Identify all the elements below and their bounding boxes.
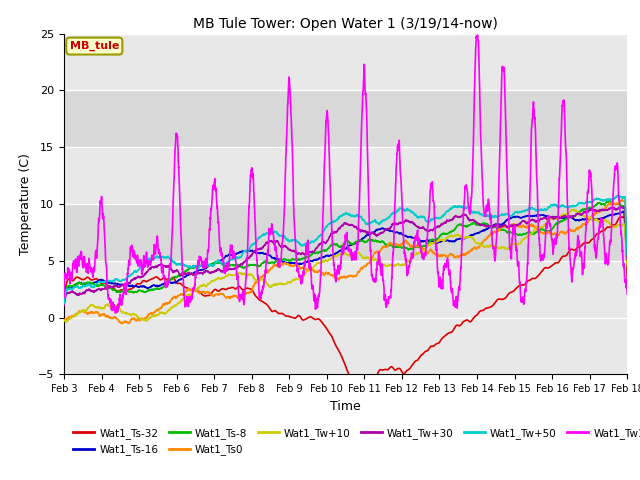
Y-axis label: Temperature (C): Temperature (C): [19, 153, 33, 255]
Title: MB Tule Tower: Open Water 1 (3/19/14-now): MB Tule Tower: Open Water 1 (3/19/14-now…: [193, 17, 498, 31]
X-axis label: Time: Time: [330, 400, 361, 413]
Text: MB_tule: MB_tule: [70, 41, 119, 51]
Bar: [64, 90, 627, 147]
Bar: [64, 204, 627, 261]
Legend: Wat1_Ts-32, Wat1_Ts-16, Wat1_Ts-8, Wat1_Ts0, Wat1_Tw+10, Wat1_Tw+30, Wat1_Tw+50,: Wat1_Ts-32, Wat1_Ts-16, Wat1_Ts-8, Wat1_…: [69, 424, 640, 459]
